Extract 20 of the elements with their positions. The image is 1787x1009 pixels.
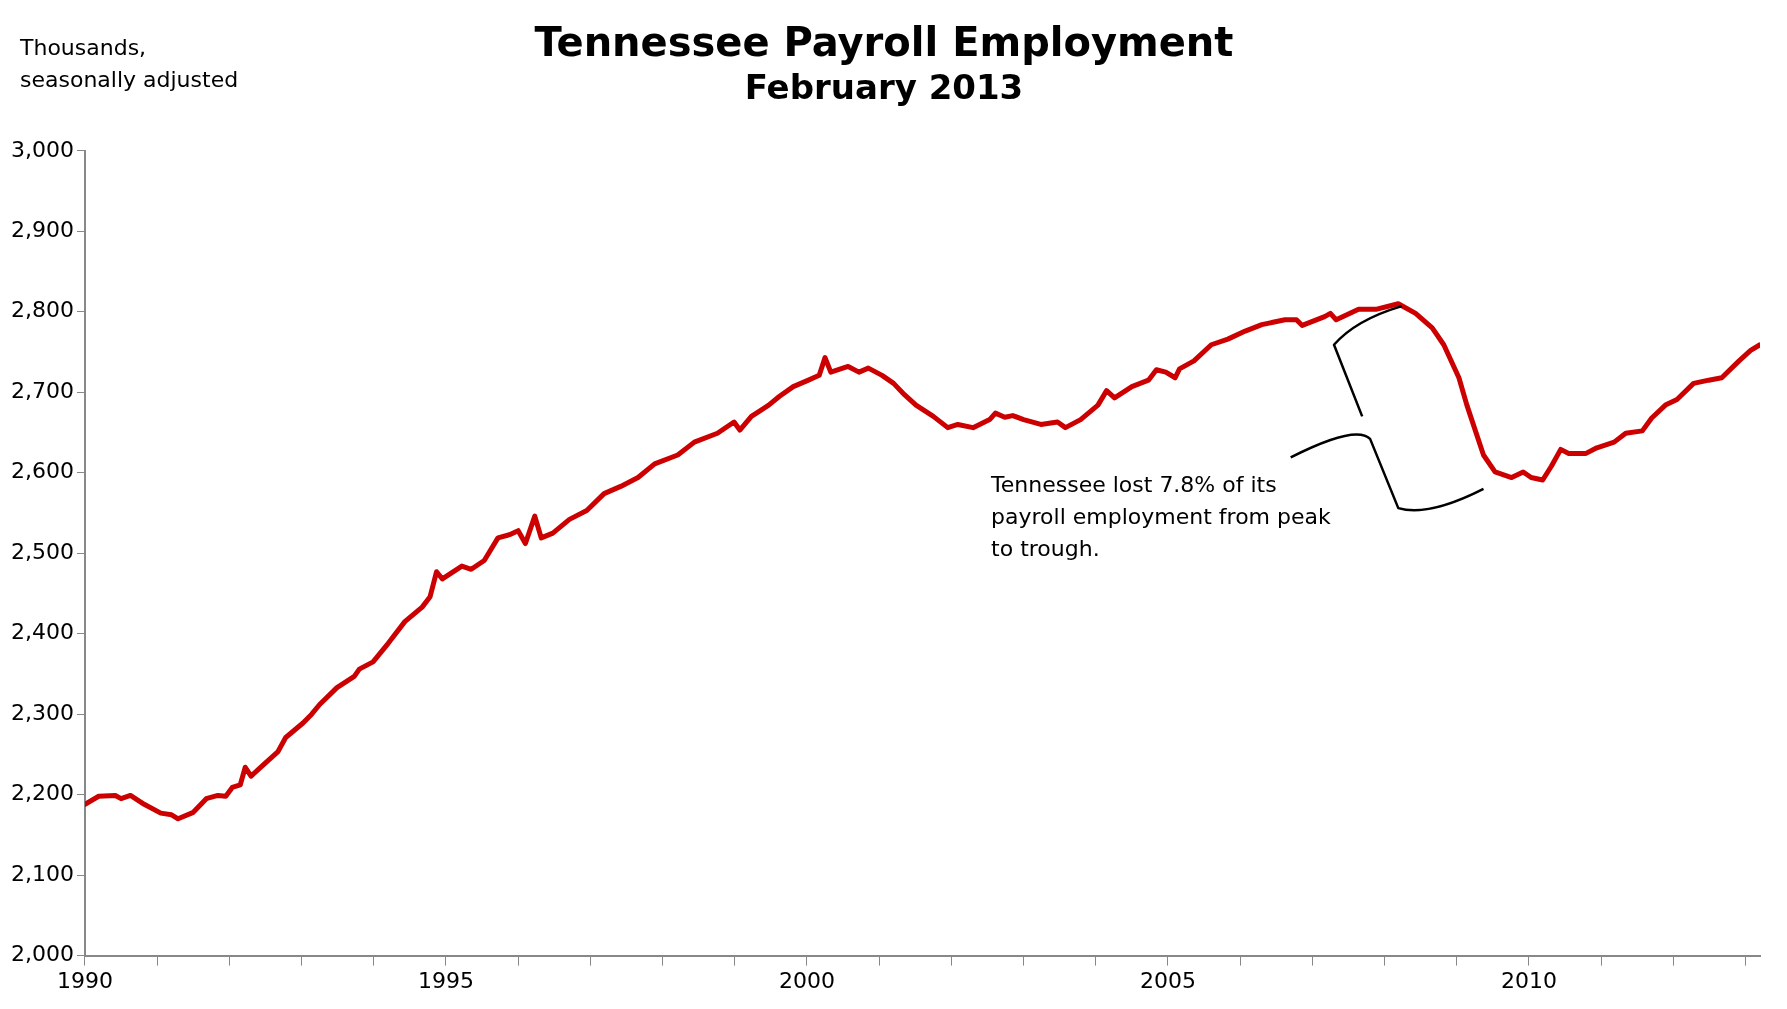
chart-subtitle: February 2013 bbox=[744, 67, 1024, 108]
y-tick-label: 2,000 bbox=[11, 941, 74, 967]
y-tick-label: 2,100 bbox=[11, 860, 74, 886]
y-tick-label: 3,000 bbox=[11, 136, 74, 162]
y-tick-label: 2,900 bbox=[11, 217, 74, 242]
x-tick-label: 1995 bbox=[417, 967, 474, 993]
y-axis-title: Thousands, seasonally adjusted bbox=[19, 34, 239, 92]
y-tick-label: 2,200 bbox=[11, 780, 74, 806]
y-tick-label: 2,400 bbox=[11, 619, 74, 645]
y-tick-label: 2,300 bbox=[11, 699, 74, 725]
x-tick-label: 2005 bbox=[1139, 967, 1196, 993]
x-tick-label: 1990 bbox=[56, 967, 113, 993]
y-tick-label: 2,500 bbox=[11, 538, 74, 564]
chart-title: Tennessee Payroll Employment bbox=[534, 19, 1234, 66]
y-tick-label: 2,800 bbox=[11, 297, 74, 323]
y-tick-label: 2,700 bbox=[11, 377, 74, 403]
y-tick-label: 2,600 bbox=[11, 458, 74, 484]
x-tick-label: 2010 bbox=[1500, 967, 1557, 993]
x-tick-label: 2000 bbox=[778, 967, 835, 993]
annotation: Tennessee lost 7.8% of its payroll employment from peak to trough. bbox=[990, 471, 1332, 561]
